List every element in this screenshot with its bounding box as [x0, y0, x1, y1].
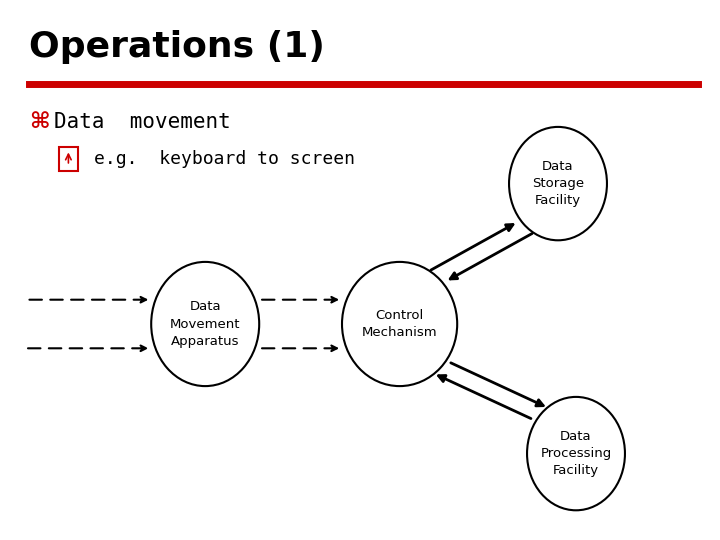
- Text: Operations (1): Operations (1): [29, 30, 325, 64]
- Text: Data
Storage
Facility: Data Storage Facility: [532, 160, 584, 207]
- Ellipse shape: [509, 127, 607, 240]
- Text: Control
Mechanism: Control Mechanism: [361, 309, 438, 339]
- FancyBboxPatch shape: [59, 147, 78, 171]
- Text: Data  movement: Data movement: [54, 111, 230, 132]
- Text: Data
Movement
Apparatus: Data Movement Apparatus: [170, 300, 240, 348]
- Text: ⌘: ⌘: [29, 111, 50, 132]
- Ellipse shape: [342, 262, 457, 386]
- Text: Data
Processing
Facility: Data Processing Facility: [541, 430, 611, 477]
- Ellipse shape: [527, 397, 625, 510]
- Text: e.g.  keyboard to screen: e.g. keyboard to screen: [94, 150, 355, 168]
- Ellipse shape: [151, 262, 259, 386]
